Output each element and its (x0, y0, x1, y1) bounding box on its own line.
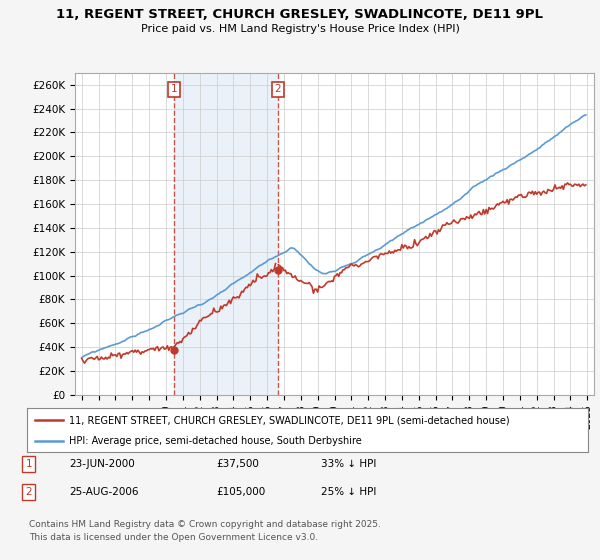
Text: 1: 1 (170, 85, 177, 95)
Text: 2: 2 (25, 487, 32, 497)
Bar (174, 73, 278, 395)
Text: 1: 1 (25, 459, 32, 469)
Text: 11, REGENT STREET, CHURCH GRESLEY, SWADLINCOTE, DE11 9PL: 11, REGENT STREET, CHURCH GRESLEY, SWADL… (56, 8, 544, 21)
Text: 11, REGENT STREET, CHURCH GRESLEY, SWADLINCOTE, DE11 9PL (semi-detached house): 11, REGENT STREET, CHURCH GRESLEY, SWADL… (69, 415, 510, 425)
Text: Contains HM Land Registry data © Crown copyright and database right 2025.
This d: Contains HM Land Registry data © Crown c… (29, 520, 380, 542)
Text: 25-AUG-2006: 25-AUG-2006 (69, 487, 139, 497)
Text: 2: 2 (275, 85, 281, 95)
Text: 23-JUN-2000: 23-JUN-2000 (69, 459, 135, 469)
Text: 33% ↓ HPI: 33% ↓ HPI (321, 459, 376, 469)
Text: HPI: Average price, semi-detached house, South Derbyshire: HPI: Average price, semi-detached house,… (69, 436, 362, 446)
Text: £37,500: £37,500 (216, 459, 259, 469)
Text: 25% ↓ HPI: 25% ↓ HPI (321, 487, 376, 497)
Text: £105,000: £105,000 (216, 487, 265, 497)
Text: Price paid vs. HM Land Registry's House Price Index (HPI): Price paid vs. HM Land Registry's House … (140, 24, 460, 34)
